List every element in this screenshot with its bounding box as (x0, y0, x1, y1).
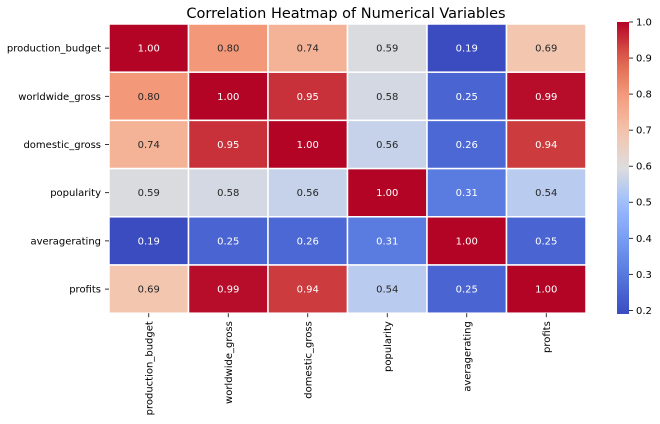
cell-value-label: 0.26 (456, 140, 478, 151)
x-axis-ticks: production_budget worldwide_gross domestic… (144, 313, 553, 415)
cell-value-label: 0.69 (138, 285, 160, 296)
cell-value-label: 0.69 (535, 44, 557, 55)
heatmap-cell (426, 119, 508, 170)
heatmap-cell-labels: 1.00 0.80 0.74 0.59 0.19 0.69 0.80 1.00 0.95 0.58… (138, 44, 558, 296)
x-tick-label: domestic_gross (303, 321, 314, 399)
cell-value-label: 0.59 (138, 188, 160, 199)
cell-value-label: 0.54 (376, 285, 398, 296)
heatmap-cell (505, 216, 587, 266)
y-tick-label: worldwide_gross (18, 92, 101, 103)
cell-value-label: 1.00 (138, 44, 160, 55)
cell-value-label: 0.74 (297, 44, 319, 55)
heatmap-cell (187, 71, 269, 122)
y-tick-label: production_budget (7, 44, 101, 55)
cell-value-label: 0.31 (376, 236, 398, 247)
y-axis-ticks: production_budget worldwide_gross domestic… (7, 44, 109, 296)
cell-value-label: 0.59 (376, 44, 398, 55)
heatmap-cell (505, 119, 587, 170)
heatmap-cell (108, 264, 190, 314)
cell-value-label: 1.00 (376, 188, 398, 199)
colorbar-tick-label: 0.5 (636, 198, 652, 209)
cell-value-label: 0.26 (297, 236, 319, 247)
colorbar: 0.2 0.3 0.4 0.5 0.6 0.7 0.8 0.9 1.0 (617, 18, 652, 317)
colorbar-tick-label: 0.7 (636, 126, 652, 137)
heatmap-cell (267, 167, 349, 218)
colorbar-gradient (617, 22, 629, 314)
cell-value-label: 1.00 (535, 285, 557, 296)
colorbar-tick-label: 0.9 (636, 54, 652, 65)
y-tick-label: profits (69, 285, 101, 296)
chart-title: Correlation Heatmap of Numerical Variabl… (186, 6, 505, 22)
cell-value-label: 0.80 (138, 92, 160, 103)
y-tick-label: popularity (50, 188, 101, 199)
cell-value-label: 0.56 (297, 188, 319, 199)
heatmap-cell (426, 216, 508, 266)
cell-value-label: 0.25 (535, 236, 557, 247)
cell-value-label: 0.25 (217, 236, 239, 247)
colorbar-tick-label: 0.3 (636, 270, 652, 281)
heatmap-cell (187, 167, 269, 218)
cell-value-label: 0.19 (456, 44, 478, 55)
x-tick-label: worldwide_gross (224, 321, 235, 404)
heatmap-cell (346, 167, 428, 218)
heatmap-cell (505, 264, 587, 314)
y-tick-label: domestic_gross (23, 140, 101, 151)
x-tick-label: profits (542, 321, 553, 353)
cell-value-label: 1.00 (297, 140, 319, 151)
colorbar-tick-label: 0.8 (636, 90, 652, 101)
cell-value-label: 0.58 (376, 92, 398, 103)
cell-value-label: 0.56 (376, 140, 398, 151)
cell-value-label: 0.99 (535, 92, 557, 103)
heatmap-cell (346, 71, 428, 122)
cell-value-label: 0.99 (217, 285, 239, 296)
heatmap-cells (108, 23, 587, 314)
cell-value-label: 0.94 (535, 140, 557, 151)
cell-value-label: 1.00 (456, 236, 478, 247)
cell-value-label: 0.54 (535, 188, 557, 199)
colorbar-tick-label: 0.2 (636, 306, 652, 317)
x-tick-label: production_budget (144, 321, 155, 415)
cell-value-label: 0.74 (138, 140, 160, 151)
heatmap-cell (187, 23, 269, 73)
cell-value-label: 0.31 (456, 188, 478, 199)
cell-value-label: 1.00 (217, 92, 239, 103)
colorbar-tick-label: 0.6 (636, 162, 652, 173)
x-tick-label: popularity (383, 321, 394, 372)
heatmap-cell (346, 119, 428, 170)
heatmap-cell (108, 167, 190, 218)
cell-value-label: 0.25 (456, 92, 478, 103)
cell-value-label: 0.80 (217, 44, 239, 55)
cell-value-label: 0.25 (456, 285, 478, 296)
heatmap-cell (505, 167, 587, 218)
heatmap-cell (267, 216, 349, 266)
cell-value-label: 0.58 (217, 188, 239, 199)
x-tick-label: averagerating (462, 321, 473, 392)
heatmap-cell (346, 216, 428, 266)
colorbar-tick-label: 1.0 (636, 18, 652, 29)
cell-value-label: 0.95 (217, 140, 239, 151)
cell-value-label: 0.95 (297, 92, 319, 103)
colorbar-tick-label: 0.4 (636, 234, 652, 245)
cell-value-label: 0.94 (297, 285, 319, 296)
heatmap-cell (187, 119, 269, 170)
heatmap-cell (426, 167, 508, 218)
y-tick-label: averagerating (30, 236, 101, 247)
cell-value-label: 0.19 (138, 236, 160, 247)
heatmap-cell (505, 23, 587, 73)
heatmap-cell (505, 71, 587, 122)
